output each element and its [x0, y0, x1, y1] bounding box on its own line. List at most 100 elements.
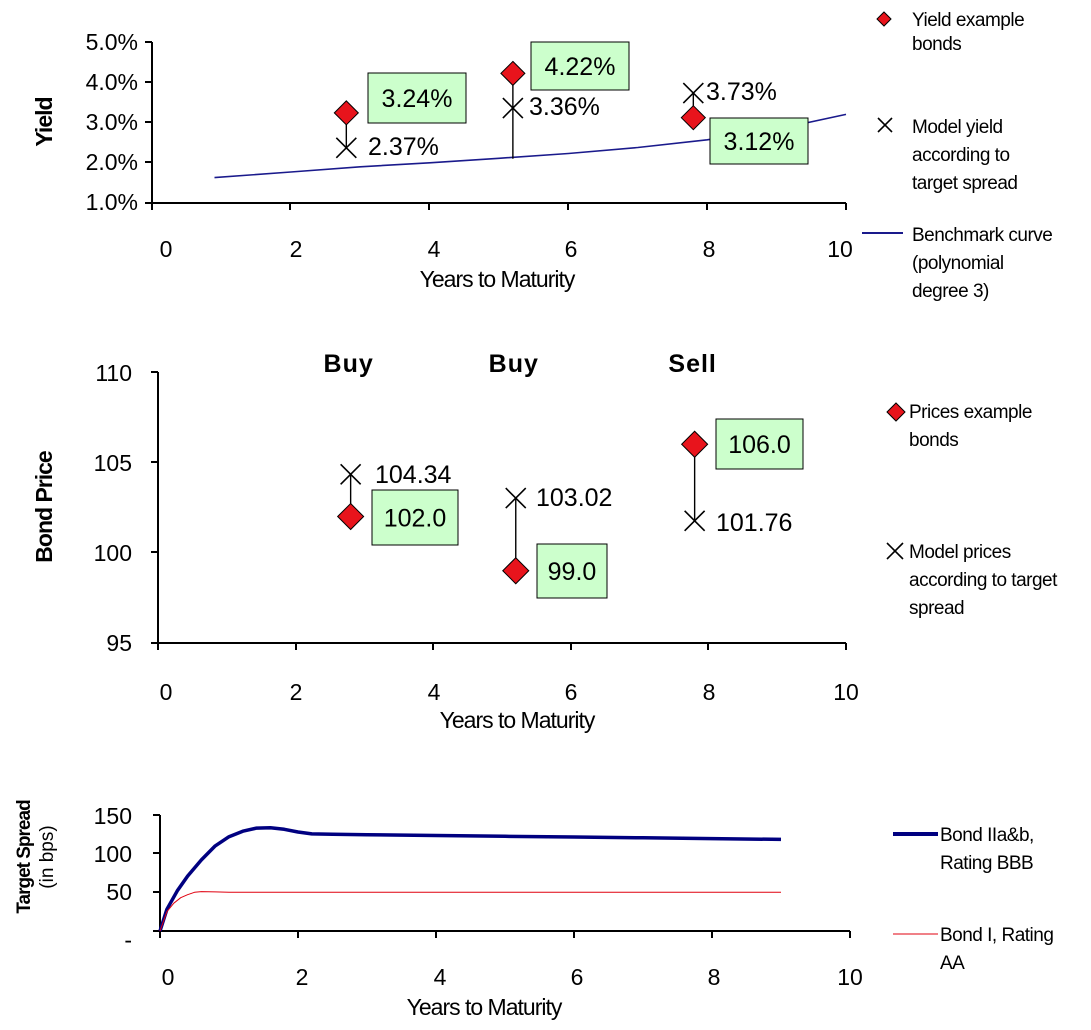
value-label: 3.36%	[529, 93, 600, 121]
price-plot-area: Buy Buy Sell 102.0 99.0 106.0 104.34 103.02 101.…	[324, 350, 804, 599]
price-x-tick: 6	[565, 679, 578, 705]
spread-x-tick: 6	[571, 964, 584, 990]
value-label-box	[530, 41, 630, 91]
spread-y-tick: 100	[94, 841, 132, 867]
x-marker-stroke	[505, 487, 527, 509]
yield-chart: Yield 1.0% 2.0% 3.0% 4.0% 5.0% 0 2 4 6 8…	[31, 10, 1053, 302]
svg-text:Rating BBB: Rating BBB	[940, 853, 1033, 874]
yield-plot-area: 3.24% 4.22% 3.12% 2.37% 3.36% 3.73%	[214, 41, 847, 179]
value-label: 102.0	[384, 505, 447, 533]
diamond-marker	[680, 430, 709, 458]
yield-y-tick: 1.0%	[86, 189, 138, 215]
svg-text:Prices example: Prices example	[909, 402, 1032, 423]
yield-x-tick: 4	[428, 236, 441, 262]
yield-legend-item-model: Model yield according to target spread	[877, 117, 1018, 194]
x-marker-stroke	[682, 82, 704, 104]
x-marker-stroke	[684, 510, 706, 532]
svg-text:bonds: bonds	[909, 430, 958, 451]
spread-x-tick: 2	[296, 964, 309, 990]
diamond-marker	[336, 502, 365, 531]
spread-x-tick: 4	[434, 964, 447, 990]
price-legend-item-model: Model prices according to target spread	[886, 542, 1059, 619]
x-marker	[505, 487, 527, 509]
red-diamond-icon	[886, 402, 906, 422]
svg-text:Yield example: Yield example	[912, 10, 1024, 31]
value-label: 101.76	[716, 509, 792, 537]
red-diamond-icon	[876, 11, 892, 27]
yield-axis-title: Yield	[31, 97, 57, 146]
x-marker	[682, 82, 704, 104]
x-marker	[684, 510, 706, 532]
yield-y-tick: 5.0%	[86, 29, 138, 55]
svg-text:bonds: bonds	[912, 34, 961, 55]
spread-x-axis-title: Years to Maturity	[407, 994, 563, 1020]
signal-label: Sell	[668, 350, 716, 378]
spread-y-tick: 50	[106, 879, 132, 905]
price-axis-title: Bond Price	[31, 451, 57, 563]
x-marker-stroke	[335, 137, 357, 159]
price-x-tick: 0	[160, 679, 173, 705]
price-x-tick: 10	[833, 679, 859, 705]
yield-x-tick: 10	[827, 236, 853, 262]
svg-text:target spread: target spread	[912, 173, 1017, 194]
price-x-tick: 2	[290, 679, 303, 705]
diamond-marker	[500, 60, 526, 87]
yield-x-axis-title: Years to Maturity	[420, 266, 576, 292]
x-marker	[335, 137, 357, 159]
svg-text:Bond I, Rating: Bond I, Rating	[940, 925, 1053, 946]
spread-axes	[153, 814, 851, 938]
x-marker-stroke	[502, 97, 524, 119]
price-x-axis-title: Years to Maturity	[440, 707, 596, 733]
value-label: 3.12%	[724, 128, 795, 156]
value-label: 106.0	[728, 431, 791, 459]
yield-x-tick: 6	[565, 236, 578, 262]
price-y-ticks: 95 100 105 110	[94, 360, 132, 656]
spread-chart: Target Spread (in bps) - 50 100 150 0 2 …	[14, 800, 1054, 1020]
yield-x-tick: 0	[160, 236, 173, 262]
price-chart: Bond Price 95 100 105 110 0 2 4 6 8 10 Y…	[31, 350, 1059, 733]
price-legend: Prices example bonds Model prices accord…	[886, 402, 1059, 619]
spread-x-tick: 10	[837, 964, 863, 990]
yield-y-tick: 3.0%	[86, 109, 138, 135]
value-label: 104.34	[375, 461, 452, 489]
yield-y-tick: 2.0%	[86, 149, 138, 175]
spread-x-tick: 8	[708, 964, 721, 990]
svg-text:Benchmark curve: Benchmark curve	[912, 225, 1052, 246]
spread-legend-item-aa: Bond I, Rating AA	[893, 925, 1054, 974]
yield-axes	[145, 41, 847, 210]
price-x-ticks: 0 2 4 6 8 10	[160, 679, 859, 705]
spread-series-line	[159, 891, 781, 932]
value-label: 3.73%	[706, 78, 777, 106]
spread-axis-unit: (in bps)	[37, 825, 58, 888]
price-x-tick: 8	[703, 679, 716, 705]
x-marker-icon	[886, 542, 904, 560]
yield-x-tick: 8	[703, 236, 716, 262]
diamond-marker	[333, 100, 360, 126]
yield-x-tick: 2	[290, 236, 303, 262]
yield-y-tick: 4.0%	[86, 69, 138, 95]
yield-x-ticks: 0 2 4 6 8 10	[160, 236, 853, 262]
spread-plot-area	[158, 826, 782, 932]
svg-text:according to: according to	[912, 145, 1010, 166]
x-marker	[340, 463, 362, 485]
value-label-box	[371, 489, 459, 546]
svg-text:(polynomial: (polynomial	[912, 253, 1004, 274]
value-label-box	[715, 418, 804, 470]
yield-y-ticks: 1.0% 2.0% 3.0% 4.0% 5.0%	[86, 29, 138, 215]
spread-axis-title: Target Spread	[14, 800, 35, 914]
svg-text:spread: spread	[909, 598, 964, 619]
price-y-tick: 105	[94, 450, 132, 476]
yield-legend-item-benchmark: Benchmark curve (polynomial degree 3)	[862, 225, 1053, 302]
value-label-box	[367, 72, 467, 124]
price-y-tick: 100	[94, 540, 132, 566]
price-y-tick: 110	[95, 360, 132, 386]
signal-label: Buy	[324, 350, 374, 378]
spread-x-ticks: 0 2 4 6 8 10	[162, 964, 863, 990]
signal-label: Buy	[489, 350, 539, 378]
svg-text:AA: AA	[940, 953, 965, 974]
spread-y-ticks: - 50 100 150	[94, 803, 132, 953]
spread-legend-item-bbb: Bond IIa&b, Rating BBB	[893, 825, 1034, 874]
yield-legend: Yield example bonds Model yield accordin…	[862, 10, 1053, 302]
svg-text:Model prices: Model prices	[909, 542, 1011, 563]
